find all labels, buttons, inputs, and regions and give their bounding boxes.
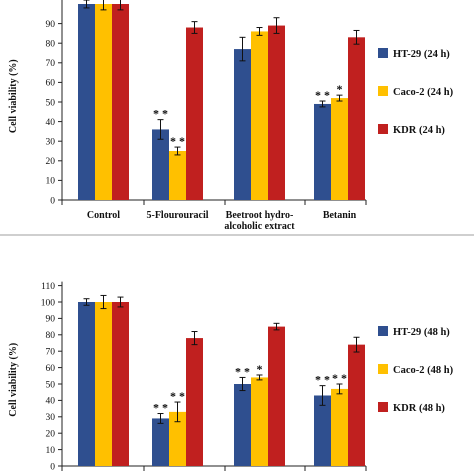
category-label: Beetroot hydro- bbox=[226, 210, 294, 221]
significance-mark: * * bbox=[170, 134, 185, 148]
y-tick-label: 50 bbox=[46, 380, 56, 390]
bar bbox=[268, 326, 285, 466]
y-tick-label: 100 bbox=[41, 298, 56, 308]
y-tick-label: 30 bbox=[46, 138, 56, 148]
y-tick-label: 60 bbox=[46, 79, 56, 89]
y-tick-label: 80 bbox=[46, 40, 56, 50]
bar bbox=[331, 388, 348, 466]
bar bbox=[234, 49, 251, 200]
bar bbox=[112, 4, 129, 200]
legend-swatch bbox=[378, 326, 388, 336]
significance-mark: * bbox=[337, 82, 343, 96]
legend-swatch bbox=[378, 124, 388, 134]
legend-label: KDR (48 h) bbox=[393, 403, 445, 414]
legend-swatch bbox=[378, 48, 388, 58]
y-tick-label: 20 bbox=[46, 157, 56, 167]
bar bbox=[95, 302, 112, 466]
y-tick-label: 80 bbox=[46, 331, 56, 341]
legend-swatch bbox=[378, 402, 388, 412]
y-tick-label: 60 bbox=[46, 364, 56, 374]
y-tick-label: 90 bbox=[46, 315, 56, 325]
bar bbox=[78, 4, 95, 200]
bar bbox=[251, 377, 268, 466]
significance-mark: * * bbox=[235, 364, 250, 378]
legend-label: KDR (24 h) bbox=[393, 125, 445, 136]
legend-label: Caco-2 (48 h) bbox=[393, 365, 454, 376]
bar bbox=[251, 31, 268, 200]
bar bbox=[152, 129, 169, 200]
bar bbox=[268, 25, 285, 201]
chart-panel-24h: Cell viability (%) 0 10 20 30 40 50 60 70 80 90 Con… bbox=[0, 0, 474, 234]
y-tick-label: 70 bbox=[46, 59, 56, 69]
bar-chart-48h: Cell viability (%) 0 10 20 30 40 50 60 70 80 90 100… bbox=[8, 281, 454, 472]
significance-mark: * * bbox=[170, 389, 185, 403]
y-tick-label: 40 bbox=[46, 397, 56, 407]
bar bbox=[234, 384, 251, 466]
bar bbox=[78, 302, 95, 466]
panel-divider bbox=[0, 234, 474, 236]
significance-mark: * * bbox=[315, 373, 330, 387]
y-tick-label: 70 bbox=[46, 348, 56, 358]
legend-label: HT-29 (24 h) bbox=[393, 49, 450, 60]
bar bbox=[169, 151, 186, 200]
significance-mark: * * bbox=[153, 107, 168, 121]
bar bbox=[331, 98, 348, 200]
y-axis-label: Cell viability (%) bbox=[8, 59, 19, 133]
legend-label: Caco-2 (24 h) bbox=[393, 87, 454, 98]
y-tick-label: 20 bbox=[46, 430, 56, 440]
significance-mark: * * bbox=[332, 371, 347, 385]
chart-panel-48h: Cell viability (%) 0 10 20 30 40 50 60 70 80 90 100… bbox=[0, 236, 474, 474]
y-axis-label: Cell viability (%) bbox=[8, 343, 19, 417]
bar bbox=[186, 338, 203, 466]
bar-chart-24h: Cell viability (%) 0 10 20 30 40 50 60 70 80 90 Con… bbox=[8, 0, 454, 232]
bar bbox=[152, 418, 169, 466]
y-tick-label: 90 bbox=[46, 20, 56, 30]
significance-mark: * * bbox=[153, 401, 168, 415]
y-tick-label: 0 bbox=[50, 196, 55, 206]
bar bbox=[348, 344, 365, 466]
y-tick-label: 110 bbox=[41, 282, 55, 292]
y-tick-label: 50 bbox=[46, 98, 56, 108]
bar bbox=[95, 4, 112, 200]
legend-label: HT-29 (48 h) bbox=[393, 327, 450, 338]
category-label: Betanin bbox=[323, 210, 357, 221]
y-tick-label: 10 bbox=[46, 177, 56, 187]
y-tick-label: 40 bbox=[46, 118, 56, 128]
y-tick-label: 10 bbox=[46, 446, 56, 456]
category-label: Control bbox=[87, 210, 120, 221]
legend-swatch bbox=[378, 364, 388, 374]
bar bbox=[314, 395, 331, 466]
bar bbox=[314, 103, 331, 200]
bar bbox=[112, 302, 129, 466]
bar bbox=[348, 37, 365, 200]
legend-swatch bbox=[378, 86, 388, 96]
bar bbox=[186, 27, 203, 200]
significance-mark: * * bbox=[315, 88, 330, 102]
y-tick-label: 0 bbox=[50, 462, 55, 472]
category-label: alcoholic extract bbox=[224, 221, 295, 232]
y-tick-label: 30 bbox=[46, 413, 56, 423]
significance-mark: * bbox=[257, 362, 263, 376]
category-label: 5-Flourouracil bbox=[146, 210, 208, 221]
bar bbox=[169, 411, 186, 466]
